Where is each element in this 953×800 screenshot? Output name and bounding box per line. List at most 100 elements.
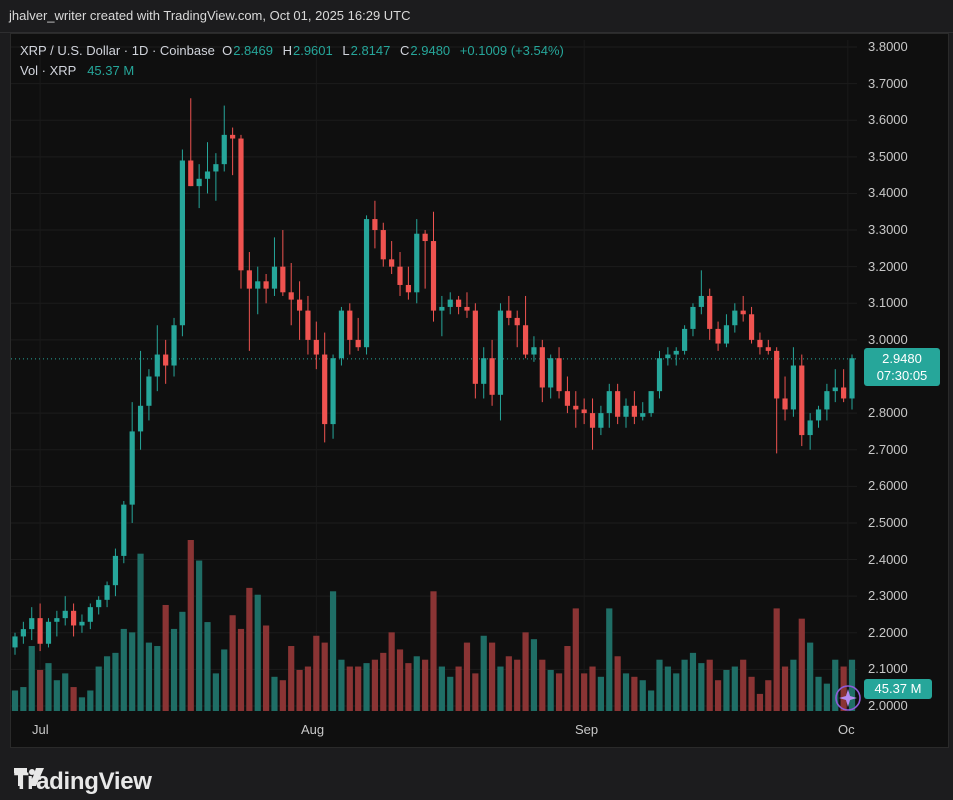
- y-tick-label: 3.3000: [868, 222, 908, 238]
- candle-body: [313, 339, 319, 355]
- candle-body: [556, 358, 562, 392]
- volume-bar: [455, 666, 462, 711]
- bar-countdown: 07:30:05: [876, 368, 928, 383]
- legend-low-value: 2.8147: [350, 43, 391, 58]
- volume-bar: [539, 659, 546, 711]
- candle-body: [799, 365, 805, 436]
- volume-bar: [363, 663, 370, 711]
- candle-body: [405, 284, 411, 293]
- candle-body: [204, 171, 211, 179]
- volume-bar: [572, 608, 579, 711]
- volume-bar: [664, 666, 671, 711]
- y-tick-label: 3.7000: [868, 75, 908, 91]
- legend-open-label: O: [222, 43, 233, 58]
- volume-bar: [505, 656, 512, 711]
- candle-body: [137, 405, 144, 432]
- volume-bar: [145, 642, 153, 711]
- y-tick-label: 2.1000: [868, 661, 908, 677]
- candle-body: [121, 504, 127, 556]
- y-tick-label: 2.7000: [868, 441, 908, 457]
- legend-vol-label[interactable]: Vol · XRP: [20, 63, 77, 78]
- volume-bar: [380, 652, 387, 711]
- candle-body: [824, 391, 830, 410]
- volume-bar: [53, 680, 60, 711]
- candle-body: [79, 621, 85, 626]
- volume-bar: [848, 659, 856, 711]
- y-tick-label: 2.3000: [868, 588, 908, 604]
- y-tick-label: 3.5000: [868, 148, 908, 164]
- volume-bar: [773, 608, 780, 711]
- volume-bar: [823, 683, 830, 711]
- volume-bar: [179, 611, 186, 711]
- candle-body: [146, 376, 152, 406]
- candle-body: [230, 134, 236, 139]
- y-tick-label: 2.0000: [868, 698, 908, 713]
- candle-body: [707, 295, 713, 329]
- volume-bar: [355, 666, 362, 711]
- candle-body: [715, 328, 721, 344]
- volume-bar: [246, 587, 253, 711]
- volume-bar: [329, 591, 337, 711]
- legend-low-label: L: [342, 43, 350, 58]
- volume-bar: [606, 608, 613, 711]
- tradingview-logo-icon: [14, 768, 44, 786]
- candle-body: [506, 310, 512, 318]
- legend-volume-row: Vol · XRP 45.37 M: [20, 61, 570, 81]
- volume-bar: [807, 642, 814, 711]
- candle-body: [782, 398, 788, 410]
- candle-body: [606, 391, 612, 414]
- volume-bar: [740, 659, 747, 711]
- volume-bar: [430, 591, 437, 711]
- candle-body: [347, 310, 353, 340]
- candle-body: [740, 310, 746, 315]
- legend-close-value: 2.9480: [410, 43, 451, 58]
- candle-body: [514, 317, 520, 326]
- candle-body: [12, 636, 18, 648]
- candle-body: [70, 610, 77, 626]
- volume-bar: [438, 666, 445, 711]
- volume-bar: [555, 673, 563, 711]
- volume-bar: [396, 649, 404, 711]
- legend-high-label: H: [282, 43, 292, 58]
- volume-bar: [447, 676, 454, 711]
- candle-body: [573, 405, 579, 410]
- candle-body: [363, 219, 370, 348]
- candle-body: [338, 310, 345, 359]
- candle-body: [698, 295, 704, 307]
- volume-bar: [681, 659, 688, 711]
- candle-body: [673, 350, 679, 355]
- candle-body: [757, 339, 763, 348]
- y-tick-label: 3.2000: [868, 258, 908, 274]
- volume-bar: [212, 673, 219, 711]
- candle-body: [665, 354, 671, 359]
- candle-body: [87, 607, 93, 622]
- candle-body: [280, 266, 286, 293]
- volume-bar: [706, 659, 713, 711]
- candle-body: [430, 241, 437, 311]
- volume-bar: [162, 604, 169, 711]
- volume-bar: [581, 673, 588, 711]
- candle-body: [255, 281, 261, 289]
- sparkle-icon[interactable]: [834, 684, 862, 712]
- candle-body: [104, 585, 110, 600]
- x-tick-label: Aug: [301, 722, 325, 737]
- header-text: jhalver_writer created with TradingView.…: [9, 8, 411, 23]
- volume-bar: [756, 693, 764, 711]
- legend-close-label: C: [400, 43, 410, 58]
- volume-bar: [547, 669, 554, 711]
- volume-bar: [204, 622, 211, 711]
- volume-bar: [170, 628, 178, 711]
- candle-body: [765, 347, 771, 351]
- volume-bar: [196, 560, 203, 711]
- volume-bar: [313, 635, 320, 711]
- volume-bar: [488, 642, 496, 711]
- x-tick-label: Oc: [838, 722, 855, 737]
- volume-bar: [714, 680, 722, 711]
- volume-bar: [422, 659, 429, 711]
- x-tick-label: Jul: [32, 722, 49, 737]
- legend-symbol[interactable]: XRP / U.S. Dollar · 1D · Coinbase: [20, 43, 215, 58]
- candle-body: [171, 325, 177, 366]
- candle-body: [598, 413, 604, 428]
- candle-body: [380, 230, 386, 260]
